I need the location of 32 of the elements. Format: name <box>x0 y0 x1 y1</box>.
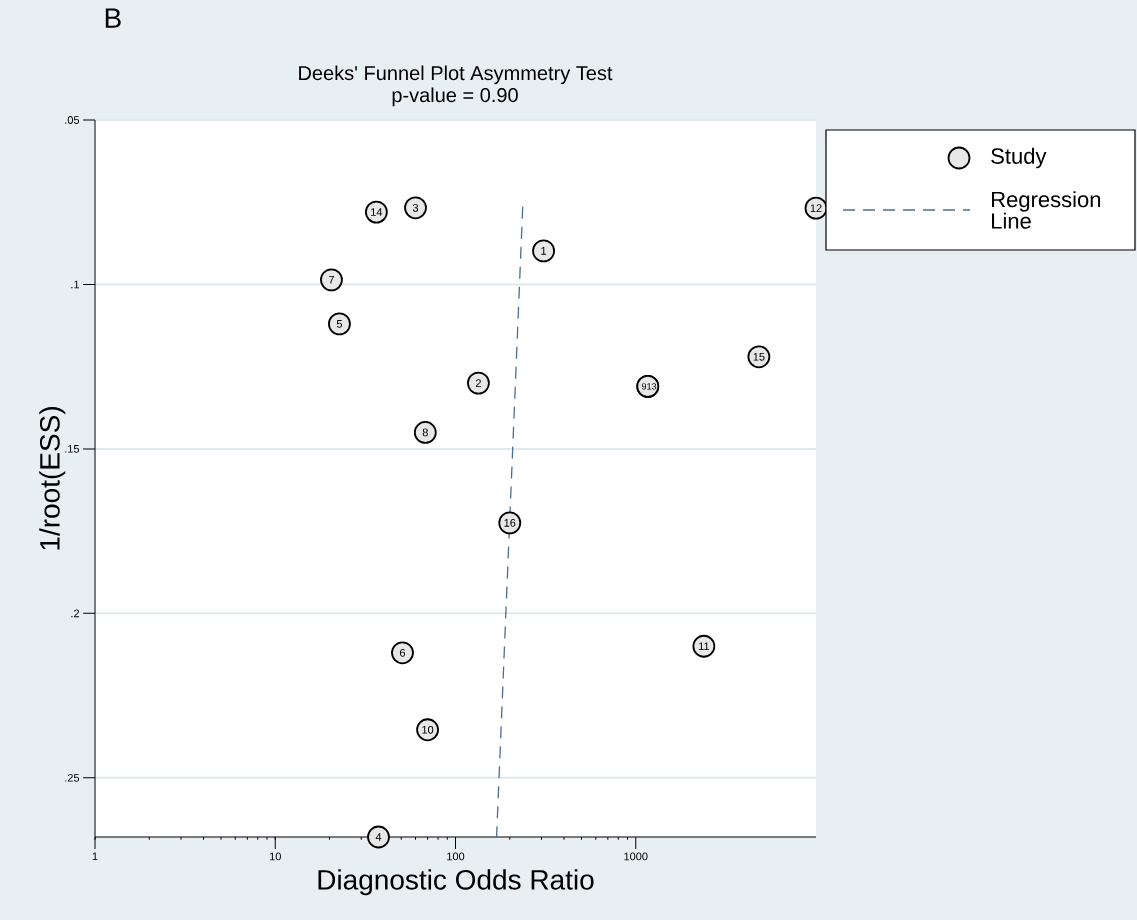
annotation: 16 <box>504 519 516 527</box>
y-tick-label: .25 <box>65 773 80 782</box>
annotation: 5 <box>336 320 343 328</box>
y-tick-label: .1 <box>71 280 80 289</box>
y-tick-label: .15 <box>65 445 80 453</box>
text: B <box>105 8 121 28</box>
annotation: 7 <box>328 276 334 284</box>
x-tick-label: 100 <box>447 852 465 861</box>
annotation: 1 <box>541 247 547 255</box>
chart-title: Deeks' Funnel Plot Asymmetry Test <box>299 65 613 85</box>
y-axis-title: 1/root(ESS) <box>39 407 66 550</box>
text: Regression Line <box>992 191 1101 229</box>
x-tick-label: 1 <box>92 852 98 861</box>
annotation: 6 <box>400 648 406 657</box>
chart-subtitle: p-value = 0.90 <box>392 87 518 107</box>
x-tick-label: 10 <box>269 852 281 861</box>
annotation: 15 <box>753 352 765 361</box>
legend-label: Study <box>991 147 1047 169</box>
annotation: 10 <box>422 725 434 734</box>
y-tick-label: .2 <box>71 609 79 618</box>
y-tick-label: .05 <box>65 116 80 124</box>
annotation: 9 <box>641 383 647 390</box>
annotation: 3 <box>412 203 419 212</box>
annotation: 13 <box>647 383 657 390</box>
annotation: 12 <box>810 204 822 212</box>
annotation: 8 <box>422 428 428 437</box>
annotation: 14 <box>371 208 383 216</box>
x-tick-label: 1000 <box>624 852 648 861</box>
x-axis-title: Diagnostic Odds Ratio <box>318 869 594 896</box>
annotation: 11 <box>698 642 710 651</box>
annotation: 2 <box>475 379 481 387</box>
annotation: 4 <box>375 833 382 841</box>
